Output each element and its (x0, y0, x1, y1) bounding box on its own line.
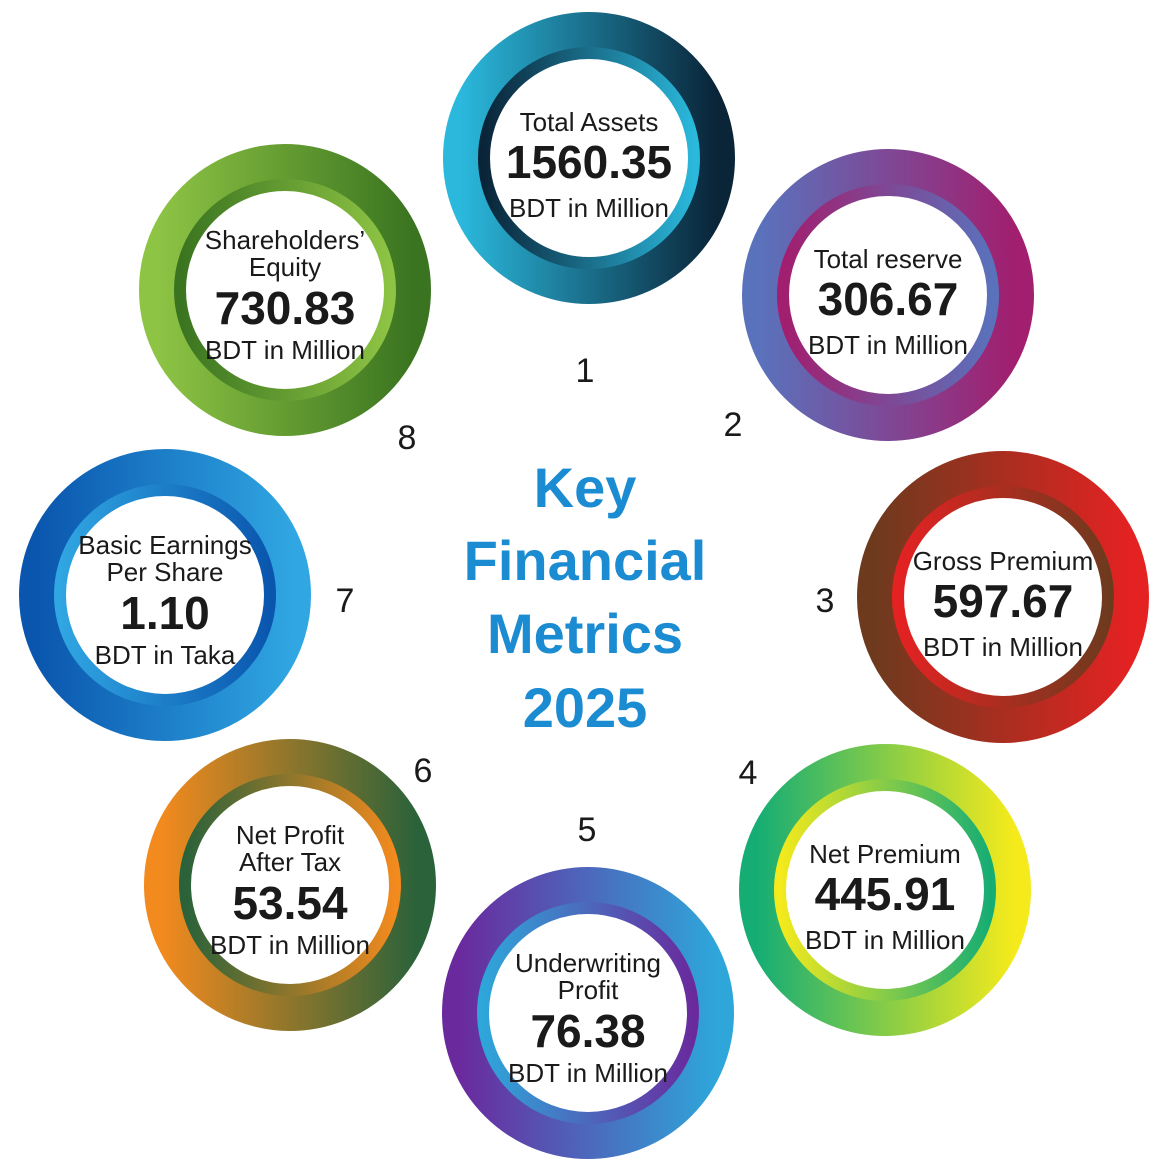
metric-label: Total reserve (814, 244, 963, 274)
outer-ring (442, 867, 734, 1159)
metric-value: 730.83 (215, 282, 356, 334)
metric-label: Per Share (106, 557, 223, 587)
outer-ring (139, 144, 431, 436)
inner-ring (892, 486, 1114, 708)
metric-number: 4 (739, 754, 758, 792)
metric-label: Net Premium (809, 839, 961, 869)
inner-ring (777, 184, 999, 406)
metric-label: Net Profit (236, 820, 345, 850)
outer-ring (443, 12, 735, 304)
metric-value: 76.38 (530, 1005, 645, 1057)
metric-label: Equity (249, 252, 321, 282)
metric-number: 3 (816, 582, 835, 620)
inner-ring (174, 179, 396, 401)
metric-number: 7 (336, 582, 355, 620)
inner-ring (179, 774, 401, 996)
metric-unit: BDT in Million (509, 193, 669, 223)
center-title: Financial (464, 529, 707, 592)
metric-value: 306.67 (818, 273, 959, 325)
metric-value: 445.91 (815, 868, 956, 920)
metric-value: 53.54 (232, 877, 348, 929)
metric-number: 1 (576, 352, 595, 390)
metric-value: 1560.35 (506, 136, 672, 188)
metric-number: 5 (578, 811, 597, 849)
inner-ring (478, 47, 700, 269)
metric-unit: BDT in Million (508, 1058, 668, 1088)
metric-label: After Tax (239, 847, 341, 877)
metric-label: Profit (558, 975, 619, 1005)
metric-label: Underwriting (515, 948, 661, 978)
metric-value: 597.67 (933, 575, 1074, 627)
outer-ring (742, 149, 1034, 441)
center-title: Metrics (487, 602, 683, 665)
metric-number: 6 (414, 752, 433, 790)
metric-number: 2 (724, 406, 743, 444)
inner-ring (54, 484, 276, 706)
metric-label: Total Assets (520, 107, 659, 137)
outer-ring (857, 451, 1149, 743)
metric-label: Basic Earnings (78, 530, 251, 560)
metric-unit: BDT in Million (205, 335, 365, 365)
metric-number: 8 (398, 419, 417, 457)
outer-ring (739, 744, 1031, 1036)
metric-label: Gross Premium (913, 546, 1094, 576)
metric-unit: BDT in Million (923, 632, 1083, 662)
inner-ring (774, 779, 996, 1001)
center-title: 2025 (523, 676, 648, 739)
metric-unit: BDT in Taka (95, 640, 236, 670)
metric-value: 1.10 (120, 587, 210, 639)
outer-ring (144, 739, 436, 1031)
center-title: Key (534, 456, 637, 519)
metric-label: Shareholders’ (205, 225, 365, 255)
metric-unit: BDT in Million (805, 925, 965, 955)
metric-unit: BDT in Million (210, 930, 370, 960)
outer-ring (19, 449, 311, 741)
inner-ring (477, 902, 699, 1124)
metric-unit: BDT in Million (808, 330, 968, 360)
